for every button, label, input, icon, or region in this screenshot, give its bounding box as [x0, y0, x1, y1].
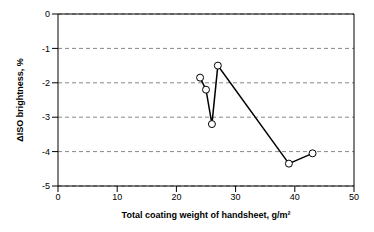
svg-text:-3: -3 — [42, 112, 50, 122]
svg-text:20: 20 — [171, 192, 181, 202]
svg-text:40: 40 — [290, 192, 300, 202]
svg-text:50: 50 — [349, 192, 359, 202]
svg-text:ΔISO brightness, %: ΔISO brightness, % — [15, 58, 25, 141]
svg-text:-2: -2 — [42, 78, 50, 88]
svg-text:10: 10 — [112, 192, 122, 202]
svg-text:-5: -5 — [42, 181, 50, 191]
svg-text:30: 30 — [231, 192, 241, 202]
svg-text:Total coating weight of handsh: Total coating weight of handsheet, g/m² — [122, 210, 291, 220]
svg-text:-1: -1 — [42, 44, 50, 54]
svg-text:0: 0 — [55, 192, 60, 202]
svg-text:0: 0 — [45, 9, 50, 19]
svg-text:-4: -4 — [42, 147, 50, 157]
